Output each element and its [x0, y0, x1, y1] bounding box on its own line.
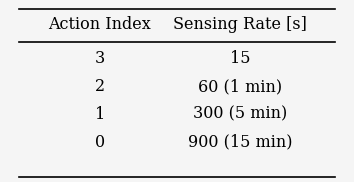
Text: 3: 3 — [95, 50, 105, 67]
Text: 0: 0 — [95, 134, 105, 151]
Text: 300 (5 min): 300 (5 min) — [193, 106, 287, 123]
Text: Sensing Rate [s]: Sensing Rate [s] — [173, 16, 307, 33]
Text: 15: 15 — [230, 50, 251, 67]
Text: 1: 1 — [95, 106, 105, 123]
Text: 60 (1 min): 60 (1 min) — [198, 78, 282, 95]
Text: 900 (15 min): 900 (15 min) — [188, 134, 292, 151]
Text: Action Index: Action Index — [48, 16, 151, 33]
Text: 2: 2 — [95, 78, 105, 95]
